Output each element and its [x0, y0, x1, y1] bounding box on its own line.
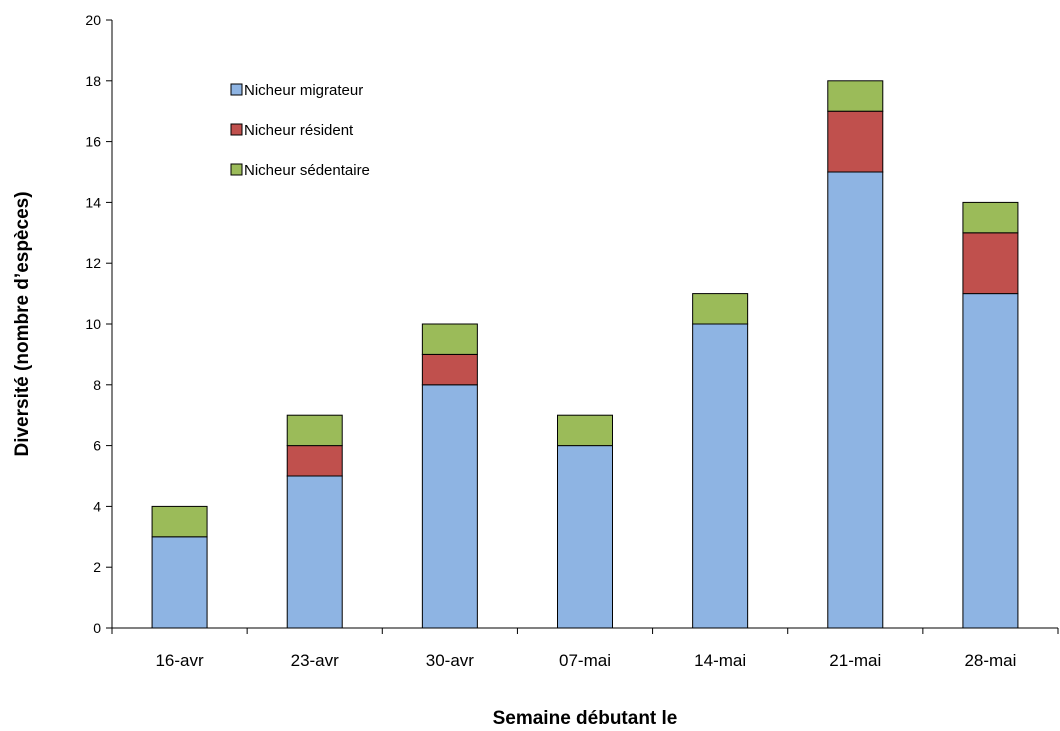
y-tick-label: 20 — [85, 12, 101, 28]
bar-segment-resident — [286, 445, 343, 477]
bar-segment-sedentaire — [827, 80, 884, 112]
x-ticks: 16-avr 23-avr 30-avr 07-mai 14-mai 21-mai 28-m… — [111, 628, 1059, 670]
bar-segment-migrateur — [421, 384, 478, 629]
y-axis-title: Diversité (nombre d’espèces) — [12, 191, 33, 456]
y-tick-label: 18 — [85, 73, 101, 89]
bar-segment-migrateur — [827, 171, 884, 629]
bar-segment-resident — [421, 353, 478, 386]
y-tick-label: 16 — [85, 134, 101, 150]
bar-segment-sedentaire — [692, 293, 749, 325]
bar-segment-migrateur — [692, 323, 749, 629]
legend-item-resident-label: Nicheur résident — [244, 122, 354, 139]
y-ticks: 0 2 4 6 8 10 12 14 16 18 20 — [85, 12, 112, 636]
bar-segment-sedentaire — [557, 414, 613, 447]
bar-segment-migrateur — [962, 293, 1019, 629]
x-tick-label: 07-mai — [559, 651, 611, 670]
legend-item-sedentaire-label: Nicheur sédentaire — [244, 162, 370, 179]
y-tick-label: 0 — [93, 620, 101, 636]
x-tick-label: 30-avr — [426, 651, 475, 670]
x-tick-label: 28-mai — [964, 651, 1016, 670]
bar-segment-sedentaire — [151, 505, 208, 538]
bar-segment-migrateur — [286, 475, 343, 629]
legend-item-migrateur-swatch — [230, 83, 243, 96]
bars — [151, 80, 1019, 629]
x-tick-label: 21-mai — [829, 651, 881, 670]
bar-segment-migrateur — [557, 445, 613, 629]
x-tick-label: 16-avr — [155, 651, 204, 670]
y-tick-label: 2 — [93, 559, 101, 575]
y-tick-label: 10 — [85, 316, 101, 332]
legend-item-migrateur-label: Nicheur migrateur — [244, 82, 363, 99]
x-tick-label: 14-mai — [694, 651, 746, 670]
bar-segment-sedentaire — [962, 201, 1019, 234]
y-tick-label: 8 — [93, 377, 101, 393]
y-tick-label: 6 — [93, 438, 101, 454]
x-axis-title: Semaine débutant le — [493, 708, 678, 729]
legend: Nicheur migrateur Nicheur résident Nicheur… — [230, 82, 370, 179]
bar-segment-resident — [827, 110, 884, 173]
bar-segment-sedentaire — [421, 323, 478, 355]
y-tick-label: 12 — [85, 255, 101, 271]
legend-item-resident-swatch — [230, 123, 243, 136]
x-tick-label: 23-avr — [291, 651, 340, 670]
y-tick-label: 4 — [93, 498, 101, 514]
bar-segment-sedentaire — [286, 414, 343, 447]
y-tick-label: 14 — [85, 194, 101, 210]
bar-segment-resident — [962, 232, 1019, 295]
legend-item-sedentaire-swatch — [230, 163, 243, 176]
bar-segment-migrateur — [151, 536, 208, 629]
